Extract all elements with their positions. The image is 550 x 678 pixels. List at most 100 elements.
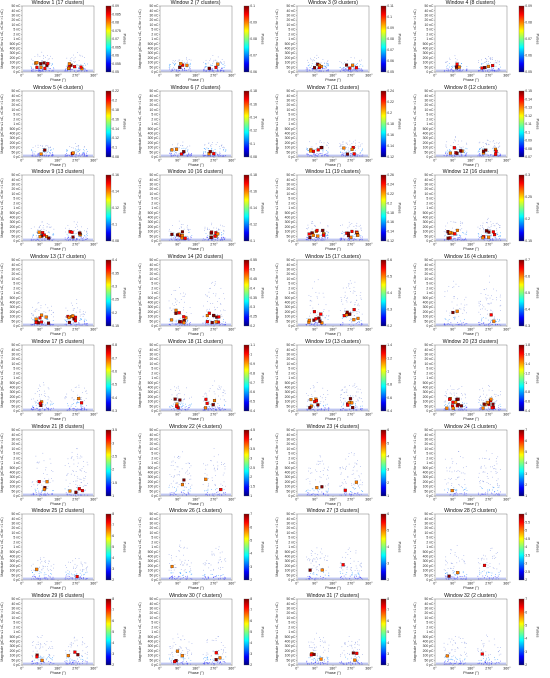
cluster-marker	[207, 311, 211, 315]
data-point	[70, 302, 72, 304]
data-point	[82, 152, 84, 153]
x-tick-label: 270°	[210, 158, 218, 162]
data-point	[449, 155, 451, 156]
data-point	[465, 232, 467, 234]
data-point	[221, 67, 222, 69]
data-point	[183, 67, 185, 69]
data-point	[496, 60, 498, 62]
data-point	[319, 481, 321, 482]
data-point	[219, 407, 220, 408]
y-tick-label: 10 nC	[11, 192, 21, 196]
data-point	[221, 407, 223, 409]
data-point	[32, 63, 33, 65]
data-point	[178, 474, 180, 475]
data-point	[454, 137, 456, 138]
y-tick-label: 10 nC	[424, 362, 434, 366]
window-panel: Window 9 (13 clusters) 0 pC 50 pC 100 pC 200…	[0, 169, 137, 253]
data-point	[52, 70, 54, 72]
data-point	[77, 493, 79, 495]
y-tick-label: 40 nC	[424, 9, 434, 13]
data-point	[205, 233, 206, 235]
y-tick-label: 300 pC	[285, 475, 296, 479]
data-point	[76, 233, 78, 235]
data-point	[454, 148, 456, 150]
data-point	[51, 401, 53, 403]
x-tick-label: 360°	[503, 158, 511, 162]
y-tick-label: 5 nC	[13, 197, 21, 201]
data-point	[39, 492, 41, 494]
data-point	[217, 230, 218, 232]
data-point	[188, 153, 189, 155]
x-tick-label: 90°	[175, 158, 181, 162]
y-tick-label: 400 pC	[422, 131, 433, 135]
data-point	[314, 322, 316, 324]
data-point	[458, 70, 459, 71]
data-point	[216, 406, 218, 408]
data-point	[175, 489, 177, 491]
data-point	[210, 70, 211, 72]
y-tick-label: 50 pC	[286, 65, 296, 69]
x-axis-label: Phase (°)	[50, 501, 67, 505]
data-point	[52, 233, 54, 235]
data-point	[307, 240, 309, 241]
data-point	[80, 319, 82, 321]
data-point	[497, 240, 498, 241]
baseline-band	[298, 69, 368, 72]
data-point	[323, 70, 324, 72]
data-point	[343, 154, 345, 156]
data-point	[214, 309, 216, 311]
y-tick-label: 5 nC	[288, 28, 296, 32]
data-point	[216, 461, 218, 462]
y-tick-label: 50 nC	[424, 343, 434, 347]
data-point	[317, 238, 318, 240]
colorbar	[518, 5, 524, 73]
data-point	[344, 238, 346, 240]
colorbar-tick-label: 0.1	[525, 130, 530, 134]
data-point	[42, 70, 44, 72]
data-point	[172, 460, 173, 461]
data-point	[489, 239, 491, 241]
y-tick-label: 200 pC	[285, 395, 296, 399]
data-point	[224, 468, 225, 469]
data-point	[320, 324, 322, 326]
data-point	[486, 222, 488, 224]
data-point	[208, 403, 209, 404]
data-point	[213, 155, 214, 156]
data-point	[65, 228, 66, 229]
data-point	[463, 324, 465, 326]
data-point	[40, 230, 42, 231]
x-tick-label: 90°	[37, 412, 43, 416]
plot-frame	[296, 429, 370, 496]
data-point	[443, 231, 445, 233]
data-point	[84, 314, 85, 316]
data-point	[362, 154, 364, 155]
data-point	[220, 232, 222, 234]
data-point	[71, 456, 73, 458]
data-point	[323, 467, 325, 469]
data-point	[319, 454, 321, 456]
data-point	[171, 322, 173, 324]
data-point	[210, 148, 212, 150]
colorbar-tick-label: 0.12	[387, 239, 394, 243]
data-point	[207, 409, 208, 411]
data-point	[319, 140, 321, 141]
data-point	[491, 240, 492, 241]
x-tick-label: 270°	[210, 497, 218, 501]
y-tick-label: 5 nC	[13, 28, 21, 32]
data-point	[30, 408, 32, 410]
data-point	[34, 488, 36, 489]
data-point	[219, 69, 221, 71]
y-tick-label: 100 pC	[422, 230, 433, 234]
data-point	[460, 398, 462, 400]
x-tick-label: 180°	[329, 158, 337, 162]
data-point	[206, 494, 208, 495]
data-point	[486, 240, 488, 241]
x-axis-label: Phase (°)	[463, 163, 480, 167]
data-point	[219, 229, 220, 231]
data-point	[479, 314, 481, 315]
y-tick-label: 200 pC	[147, 56, 158, 60]
data-point	[489, 57, 491, 58]
data-point	[186, 225, 188, 227]
cluster-marker	[205, 314, 209, 318]
data-point	[186, 154, 188, 156]
